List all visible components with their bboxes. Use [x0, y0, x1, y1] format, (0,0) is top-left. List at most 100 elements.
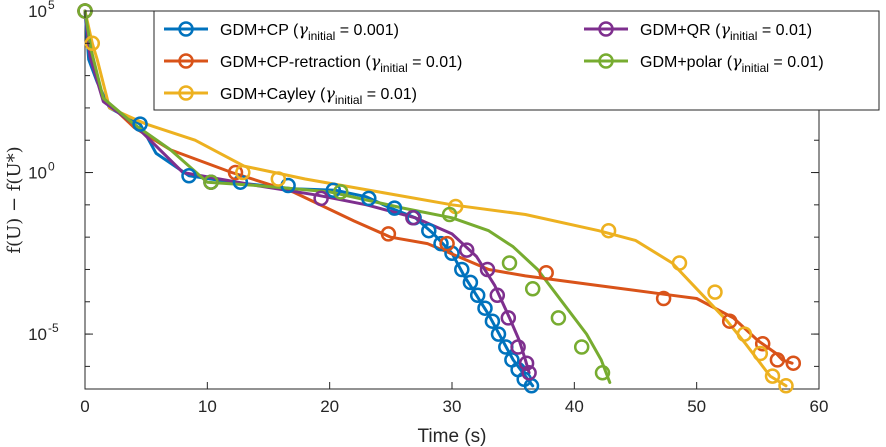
series-marker: [469, 287, 486, 304]
legend-name: GDM+CP-retraction (: [220, 54, 371, 71]
series-marker: [325, 182, 342, 199]
x-tick-label: 60: [810, 397, 829, 416]
x-tick-label: 30: [443, 397, 462, 416]
legend-gamma-value: = 0.01): [362, 86, 417, 103]
series-marker: [421, 222, 437, 239]
legend-swatch-marker: [598, 21, 614, 37]
series-marker: [655, 290, 672, 307]
series-marker: [501, 255, 518, 271]
series-marker: [405, 210, 421, 226]
series-marker: [270, 171, 287, 187]
x-tick-label: 20: [320, 397, 339, 416]
series-marker: [361, 190, 377, 207]
legend-name: GDM+CP (: [220, 22, 299, 39]
series-marker: [458, 242, 475, 258]
legend-name: GDM+QR (: [640, 22, 721, 39]
series-marker: [550, 310, 567, 326]
legend-name: GDM+Cayley (: [220, 86, 326, 103]
series-marker: [477, 300, 493, 316]
y-tick-exponent: -5: [48, 321, 59, 335]
legend-gamma-sub: initial: [380, 61, 407, 75]
series-marker: [518, 355, 535, 371]
legend-gamma: γ: [732, 52, 742, 71]
x-tick-label: 40: [565, 397, 584, 416]
legend-label: GDM+CP (γinitial = 0.001): [220, 20, 399, 43]
legend: GDM+CP (γinitial = 0.001)GDM+CP-retracti…: [153, 10, 880, 111]
series-marker: [538, 264, 554, 281]
legend-swatch-marker: [598, 53, 614, 69]
series-marker: [521, 365, 537, 381]
series-marker: [433, 235, 449, 252]
x-tick-label: 0: [80, 397, 89, 416]
legend-label: GDM+CP-retraction (γinitial = 0.01): [220, 52, 462, 75]
series-marker: [778, 378, 794, 394]
series-marker: [524, 281, 541, 297]
y-axis-label: f(U) − f(U*): [4, 146, 25, 253]
series-marker: [441, 206, 458, 223]
y-tick-base: 10: [28, 325, 47, 344]
series-marker: [752, 345, 769, 362]
y-tick-label: 10: [28, 325, 47, 344]
series-marker: [332, 184, 349, 200]
series-marker: [573, 339, 590, 355]
series-marker: [479, 261, 496, 278]
y-tick-label: 10: [28, 164, 47, 183]
series-marker: [785, 355, 802, 371]
series-marker: [510, 339, 526, 355]
legend-label: GDM+polar (γinitial = 0.01): [640, 52, 824, 75]
series-marker: [462, 274, 479, 291]
legend-gamma: γ: [371, 52, 381, 71]
legend-gamma-value: = 0.001): [335, 22, 399, 39]
legend-gamma-sub: initial: [308, 29, 335, 43]
series-marker: [132, 116, 148, 132]
legend-gamma-sub: initial: [730, 29, 757, 43]
legend-swatch-marker: [178, 85, 194, 101]
legend-swatch-marker: [178, 53, 194, 69]
legend-box: [153, 10, 880, 111]
series-marker: [764, 368, 781, 384]
legend-gamma-sub: initial: [335, 93, 362, 107]
series-marker: [769, 352, 786, 368]
y-tick-exponent: 0: [48, 160, 55, 174]
y-tick-base: 10: [28, 164, 47, 183]
legend-label: GDM+Cayley (γinitial = 0.01): [220, 84, 417, 107]
y-tick-label: 10: [28, 2, 47, 21]
series-marker: [313, 190, 329, 207]
series-marker: [721, 313, 738, 329]
series-marker: [454, 261, 470, 278]
series-marker: [490, 326, 507, 342]
legend-gamma-value: = 0.01): [757, 22, 812, 39]
series-marker: [707, 284, 723, 300]
series-marker: [227, 164, 244, 181]
y-tick-exponent: 5: [48, 0, 55, 12]
legend-swatch-marker: [178, 21, 194, 37]
legend-gamma: γ: [325, 84, 335, 103]
series-marker: [671, 255, 688, 271]
series-marker: [489, 287, 506, 304]
legend-gamma-value: = 0.01): [408, 54, 463, 71]
series-marker: [600, 222, 617, 239]
series-marker: [181, 168, 197, 184]
x-axis-label: Time (s): [418, 426, 487, 447]
series-marker: [594, 365, 611, 381]
legend-name: GDM+polar (: [640, 54, 733, 71]
series-marker: [736, 326, 753, 342]
series-marker: [380, 226, 397, 242]
series-markers: [77, 3, 802, 394]
series-marker: [235, 164, 251, 181]
series-marker: [386, 200, 403, 216]
x-tick-label: 50: [687, 397, 706, 416]
y-tick-base: 10: [28, 2, 47, 21]
series-marker: [439, 235, 455, 252]
legend-gamma: γ: [720, 20, 730, 39]
series-marker: [500, 310, 517, 326]
series-marker: [484, 313, 501, 329]
series-marker: [203, 174, 219, 190]
series-marker: [754, 336, 771, 352]
series-line-4: [83, 9, 612, 384]
x-tick-label: 10: [198, 397, 217, 416]
legend-gamma-value: = 0.01): [769, 54, 824, 71]
legend-gamma-sub: initial: [742, 61, 769, 75]
